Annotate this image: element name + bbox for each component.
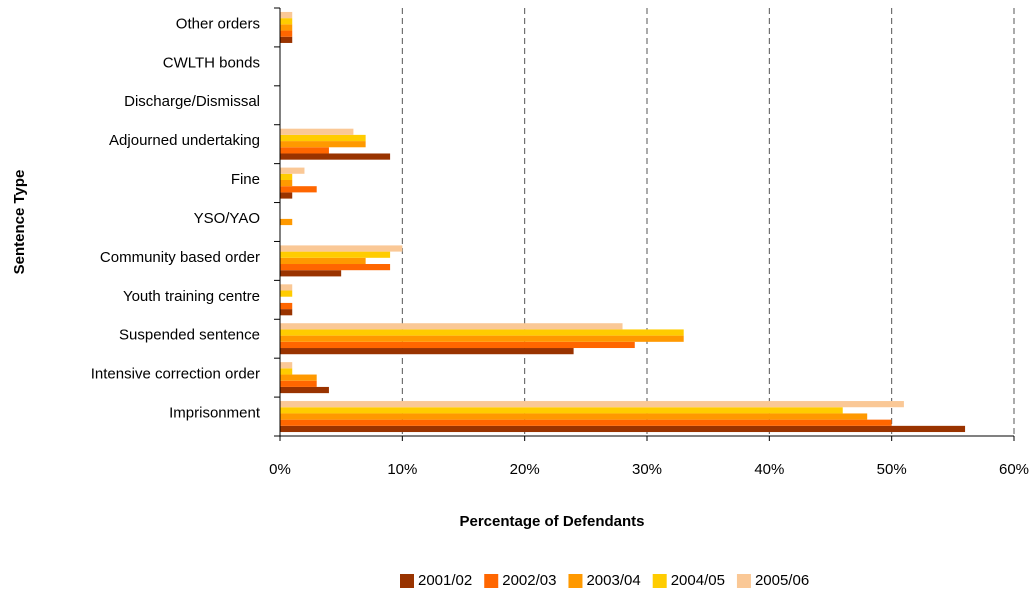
y-tick-label: Intensive correction order: [91, 366, 260, 383]
legend-label: 2005/06: [755, 572, 809, 589]
bar: [280, 413, 868, 420]
bar: [280, 128, 354, 135]
legend-label: 2001/02: [418, 572, 472, 589]
bar: [280, 141, 366, 148]
bar: [280, 251, 391, 258]
legend-swatch: [736, 574, 751, 588]
y-tick-label: Fine: [231, 171, 260, 188]
bar: [280, 380, 317, 387]
bar: [280, 401, 904, 408]
bar: [280, 245, 403, 252]
x-tick-label: 0%: [269, 461, 291, 478]
y-tick-label: Youth training centre: [123, 288, 260, 305]
bar: [280, 147, 329, 154]
legend-label: 2002/03: [502, 572, 556, 589]
y-tick-label: YSO/YAO: [194, 210, 260, 227]
legend-label: 2003/04: [586, 572, 640, 589]
bar: [280, 257, 366, 265]
bar: [280, 329, 684, 336]
bar: [280, 173, 293, 180]
bar: [280, 167, 305, 174]
bar: [280, 36, 293, 43]
bar: [280, 302, 293, 310]
x-tick-label: 10%: [387, 461, 417, 478]
bar: [280, 323, 623, 330]
bar: [280, 134, 366, 142]
y-tick-label: Imprisonment: [169, 405, 261, 422]
bar: [280, 284, 293, 291]
legend-swatch: [400, 574, 414, 588]
bar: [280, 309, 293, 316]
bar: [280, 270, 342, 277]
bar: [280, 407, 843, 414]
y-tick-label: Discharge/Dismissal: [124, 93, 260, 110]
bar: [280, 218, 293, 226]
legend-swatch: [652, 574, 667, 588]
x-tick-label: 60%: [999, 461, 1029, 478]
x-tick-label: 40%: [754, 461, 784, 478]
y-tick-label: Community based order: [100, 249, 260, 266]
x-axis-label: Percentage of Defendants: [459, 513, 644, 530]
bar: [280, 386, 329, 394]
bar: [280, 419, 892, 426]
x-tick-label: 30%: [632, 461, 662, 478]
y-tick-label: Adjourned undertaking: [109, 132, 260, 149]
bar: [280, 24, 293, 31]
bar: [280, 362, 293, 369]
bar: [280, 368, 293, 375]
bar: [280, 374, 317, 381]
bar: [280, 186, 317, 193]
bar: [280, 179, 293, 187]
bar: [280, 341, 635, 349]
legend-swatch: [568, 574, 583, 588]
bar: [280, 153, 391, 160]
y-tick-label: CWLTH bonds: [163, 54, 260, 71]
bar: [280, 290, 293, 297]
bar: [280, 192, 293, 199]
bar: [280, 335, 684, 342]
x-tick-label: 20%: [510, 461, 540, 478]
bar: [280, 425, 966, 433]
y-tick-label: Other orders: [176, 15, 260, 32]
y-axis-label: Sentence Type: [11, 170, 28, 275]
y-tick-label: Suspended sentence: [119, 327, 260, 344]
x-tick-label: 50%: [877, 461, 907, 478]
legend-label: 2004/05: [671, 572, 725, 589]
bar: [280, 264, 391, 271]
bar: [280, 11, 293, 19]
bar: [280, 18, 293, 25]
bar: [280, 348, 574, 355]
bar: [280, 30, 293, 37]
legend-swatch: [484, 574, 499, 588]
